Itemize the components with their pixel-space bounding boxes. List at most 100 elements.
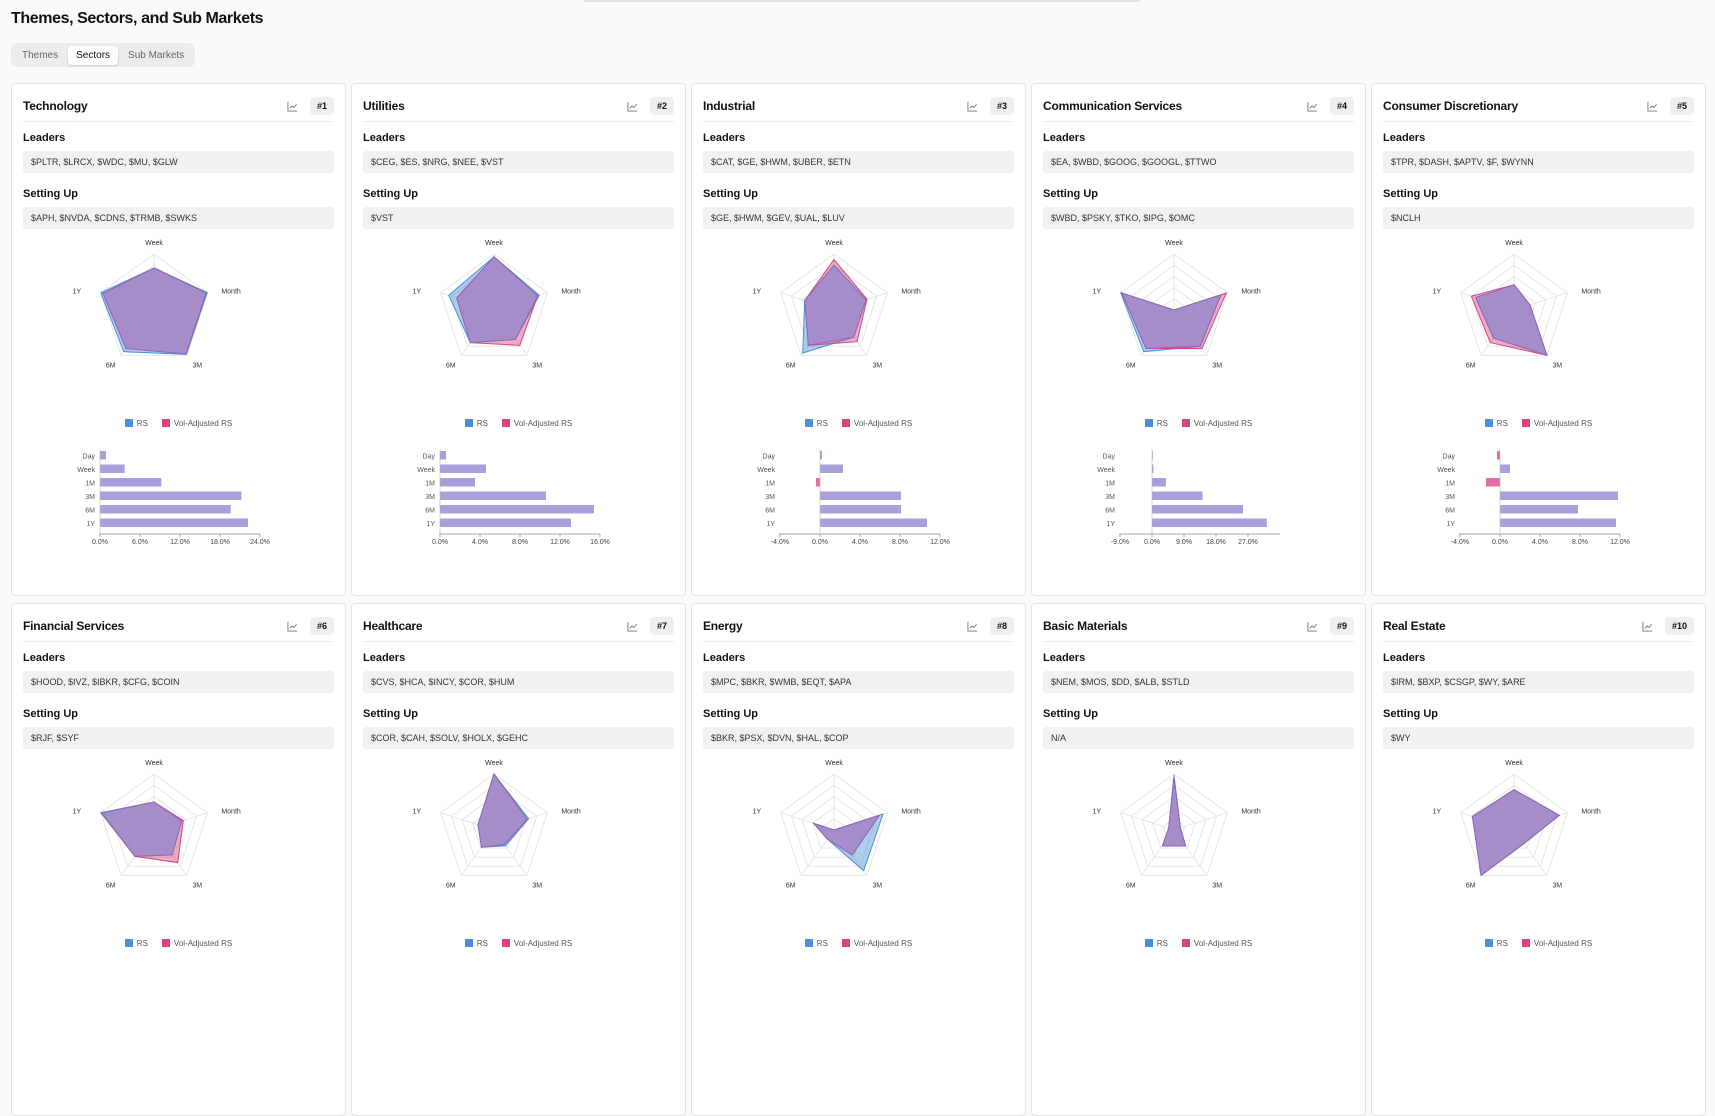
tab-sectors[interactable]: Sectors [68, 45, 119, 65]
line-chart-icon[interactable] [964, 617, 982, 635]
radar-overlap [456, 256, 539, 344]
legend-label: RS [476, 939, 488, 948]
chart-legend: RS Vol-Adjusted RS [1032, 419, 1365, 428]
bar [820, 464, 843, 473]
bar-tick-label: 4.0% [472, 539, 488, 546]
radar-grid-ring [1141, 795, 1207, 858]
leaders-label: Leaders [1383, 132, 1426, 144]
sector-title: Technology [23, 99, 88, 113]
line-chart-icon[interactable] [1304, 97, 1322, 115]
setting-up-label: Setting Up [703, 708, 758, 720]
tab-sub-markets[interactable]: Sub Markets [128, 49, 185, 61]
setting-up-tickers: $WY [1383, 727, 1694, 749]
bar-tick-label: 0.0% [1492, 539, 1508, 546]
radar-axis-label: 1Y [73, 288, 82, 295]
leaders-tickers: $CAT, $GE, $HWM, $UBER, $ETN [703, 151, 1014, 173]
bar [100, 491, 242, 500]
bar [440, 505, 594, 514]
bar-tick-label: -4.0% [1451, 539, 1469, 546]
legend-swatch [1521, 939, 1530, 947]
line-chart-icon[interactable] [1304, 617, 1322, 635]
legend-label: Vol-Adjusted RS [173, 939, 233, 948]
bar-tick-label: -4.0% [771, 539, 789, 546]
sector-title: Real Estate [1383, 619, 1446, 633]
bar-category-label: 1Y [426, 521, 435, 528]
bar-tick-label: 8.0% [892, 539, 908, 546]
bar [100, 464, 125, 473]
bar-tick-label: 12.0% [930, 539, 950, 546]
radar-grid-ring [440, 773, 548, 876]
bar-category-label: 6M [765, 508, 775, 515]
legend-swatch [841, 939, 850, 947]
radar-chart: Week Month 3M 6M 1Y [413, 760, 581, 890]
line-chart-icon[interactable] [284, 617, 302, 635]
bar-category-label: Day [1443, 454, 1456, 461]
radar-grid-ring [780, 253, 888, 356]
sector-title: Communication Services [1043, 99, 1182, 113]
bar [1500, 491, 1618, 500]
rank-badge: #9 [1329, 617, 1354, 635]
bar [100, 518, 248, 527]
legend-label: RS [1156, 939, 1168, 948]
radar-axis-label: Month [901, 288, 921, 295]
bar-tick-label: 0.0% [812, 539, 828, 546]
setting-up-label: Setting Up [1043, 188, 1098, 200]
radar-axis-label: 1Y [1433, 288, 1442, 295]
rank-badge: #1 [309, 97, 334, 115]
bar-tick-label: 18.0% [210, 539, 230, 546]
leaders-label: Leaders [1383, 652, 1426, 664]
legend-item: Vol-Adjusted RS [161, 419, 232, 428]
bar-category-label: 6M [1445, 508, 1455, 515]
setting-up-label: Setting Up [23, 188, 78, 200]
radar-overlap [804, 264, 867, 346]
legend-item: Vol-Adjusted RS [501, 419, 573, 428]
sector-card: Utilities #2 Leaders $CEG, $ES, $NRG, $NEE,… [351, 83, 686, 596]
line-chart-icon[interactable] [624, 617, 642, 635]
page-title: Themes, Sectors, and Sub Markets [11, 10, 264, 27]
line-chart-icon[interactable] [1644, 97, 1662, 115]
legend-item: RS [804, 939, 828, 948]
radar-axis-label: Month [901, 808, 921, 815]
radar-spoke [1120, 812, 1175, 831]
sector-card: Communication Services #4 Leaders $EA, $WBD… [1031, 83, 1366, 596]
rank-badge: #3 [989, 97, 1014, 115]
radar-axis-label: Month [1241, 288, 1261, 295]
bar [820, 491, 901, 500]
card-header: Utilities #2 [363, 91, 674, 122]
radar-axis-label: Month [221, 288, 241, 295]
bar-category-label: 3M [1445, 494, 1455, 501]
radar-axis-label: 6M [786, 883, 796, 890]
tab-themes[interactable]: Themes [22, 49, 59, 61]
leaders-label: Leaders [1043, 132, 1086, 144]
chart-legend: RS Vol-Adjusted RS [12, 419, 345, 428]
setting-up-tickers: $APH, $NVDA, $CDNS, $TRMB, $SWKS [23, 207, 334, 229]
legend-swatch [804, 939, 813, 947]
radar-grid-ring [1460, 253, 1568, 356]
radar-axis-label: 6M [446, 883, 456, 890]
setting-up-label: Setting Up [363, 708, 418, 720]
radar-axis-label: 3M [532, 883, 542, 890]
chart-legend: RS Vol-Adjusted RS [1372, 939, 1705, 948]
legend-label: Vol-Adjusted RS [513, 419, 573, 428]
line-chart-icon[interactable] [964, 97, 982, 115]
legend-swatch [501, 419, 510, 427]
leaders-label: Leaders [703, 652, 746, 664]
legend-label: Vol-Adjusted RS [1533, 939, 1593, 948]
line-chart-icon[interactable] [284, 97, 302, 115]
legend-swatch [501, 939, 510, 947]
bar-category-label: 3M [1105, 494, 1115, 501]
bar-tick-label: 27.0% [1238, 539, 1258, 546]
bar-tick-label: -9.0% [1111, 539, 1129, 546]
legend-swatch [1144, 939, 1153, 947]
radar-chart: Week Month 3M 6M 1Y [73, 240, 241, 370]
radar-axis-label: 3M [1552, 883, 1562, 890]
line-chart-icon[interactable] [624, 97, 642, 115]
bar [440, 451, 446, 460]
line-chart-icon[interactable] [1639, 617, 1657, 635]
legend-label: RS [476, 419, 488, 428]
legend-label: Vol-Adjusted RS [1533, 419, 1593, 428]
radar-axis-label: 1Y [1093, 808, 1102, 815]
legend-item: Vol-Adjusted RS [1181, 939, 1253, 948]
legend-label: RS [816, 939, 828, 948]
legend-label: Vol-Adjusted RS [1193, 939, 1253, 948]
